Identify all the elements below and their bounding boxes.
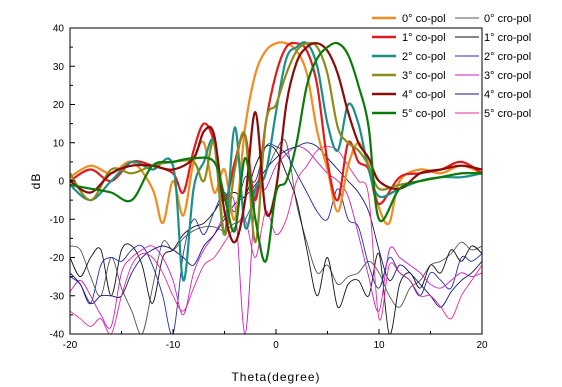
series-line-10: [70, 142, 482, 308]
x-axis-title: Theta(degree): [231, 370, 320, 384]
y-tick-label: -10: [50, 215, 65, 226]
y-tick-label: 10: [53, 138, 65, 149]
legend-label: 0° cro-pol: [484, 13, 531, 25]
y-tick-label: 0: [58, 177, 64, 188]
x-tick-label: 10: [373, 340, 385, 351]
axis-layer: -20 -10 0 10 20 -40 -30 -20 -10 0 10 20 30 40: [50, 24, 488, 352]
y-tick-label: 20: [53, 100, 65, 111]
y-tick-label: -30: [50, 291, 65, 302]
series-line-1: [70, 41, 482, 206]
series-line-9: [70, 146, 482, 334]
legend-label: 1° co-pol: [402, 32, 446, 44]
legend-label: 3° co-pol: [402, 70, 446, 82]
series-line-11: [70, 146, 482, 334]
legend-label: 2° co-pol: [402, 51, 446, 63]
y-axis-title: dB: [29, 173, 43, 190]
y-tick-label: -40: [50, 330, 65, 341]
series-line-4: [70, 42, 482, 244]
series-line-0: [70, 41, 482, 226]
legend-label: 4° co-pol: [402, 89, 446, 101]
x-tick-label: 0: [273, 340, 279, 351]
legend-label: 0° co-pol: [402, 13, 446, 25]
legend-label: 3° cro-pol: [484, 70, 531, 82]
x-tick-label: -10: [166, 340, 181, 351]
y-tick-label: 30: [53, 62, 65, 73]
legend-label: 5° co-pol: [402, 108, 446, 120]
y-tick-label: 40: [53, 24, 65, 35]
legend-label: 2° cro-pol: [484, 51, 531, 63]
series-line-5: [70, 41, 482, 263]
legend-label: 4° cro-pol: [484, 89, 531, 101]
legend-label: 1° cro-pol: [484, 32, 531, 44]
legend-label: 5° cro-pol: [484, 108, 531, 120]
series-line-2: [70, 41, 482, 282]
legend: 0° co-pol 1° co-pol 2° co-pol 3° co-pol 4° c…: [372, 13, 531, 120]
y-tick-label: -20: [50, 253, 65, 264]
x-tick-label: -20: [63, 340, 78, 351]
series-layer: [70, 41, 482, 334]
x-tick-label: 20: [476, 340, 488, 351]
